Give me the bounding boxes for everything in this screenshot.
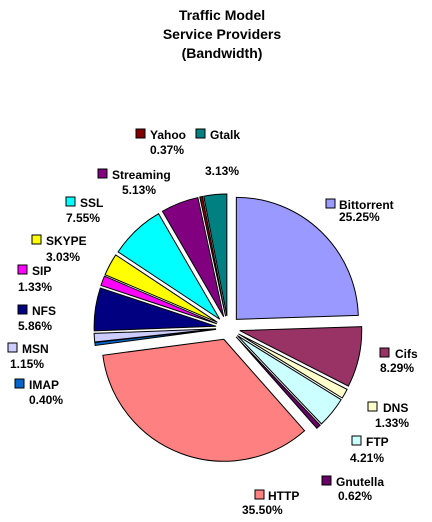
slice-label: Gtalk (210, 128, 240, 142)
pie-slice (100, 275, 217, 325)
legend-swatch (379, 347, 390, 358)
chart-title: Traffic Model (179, 7, 265, 23)
legend-swatch (7, 342, 18, 353)
legend-swatch (321, 475, 332, 486)
slice-label: Gnutella (336, 475, 384, 489)
pie-slice (239, 326, 363, 387)
pie-slice (236, 335, 342, 425)
legend-swatch (254, 489, 265, 500)
slice-label: DNS (383, 401, 408, 415)
legend-swatch (135, 128, 146, 139)
slice-value: 5.86% (18, 319, 52, 333)
chart-title: (Bandwidth) (182, 45, 263, 61)
slice-value: 1.15% (10, 357, 44, 371)
legend-swatch (14, 378, 25, 389)
slice-value: 7.55% (66, 211, 100, 225)
slice-value: 0.40% (29, 393, 63, 407)
slice-value: 3.03% (46, 250, 80, 264)
legend-swatch (351, 435, 362, 446)
slice-value: 0.37% (150, 143, 184, 157)
pie-slice (104, 254, 218, 323)
slice-value: 1.33% (375, 416, 409, 430)
slice-value: 8.29% (380, 361, 414, 375)
legend-swatch (31, 234, 42, 245)
slice-label: SKYPE (46, 234, 87, 248)
pie-slice (203, 193, 228, 317)
slice-label: SIP (32, 264, 51, 278)
slice-label: IMAP (29, 378, 59, 392)
slice-label: HTTP (268, 489, 299, 503)
legend-swatch (17, 264, 28, 275)
pie-slice (102, 338, 306, 462)
legend-swatch (367, 401, 378, 412)
pie-slice (199, 195, 227, 317)
pie-slice (238, 333, 348, 399)
slice-value: 4.21% (350, 451, 384, 465)
slice-value: 0.62% (338, 489, 372, 503)
slice-label: Bittorrent (339, 198, 394, 212)
pie-slice (93, 287, 217, 332)
slice-value: 1.33% (18, 280, 52, 294)
legend-swatch (65, 196, 76, 207)
legend-swatch (325, 198, 336, 209)
slice-value: 5.13% (122, 183, 156, 197)
legend-swatch (97, 168, 108, 179)
pie-slice (161, 196, 225, 318)
slice-value: 3.13% (205, 164, 239, 178)
legend-swatch (195, 128, 206, 139)
slice-label: Streaming (112, 168, 171, 182)
slice-value: 35.50% (242, 503, 283, 517)
slice-label: MSN (22, 342, 49, 356)
slice-label: SSL (80, 196, 103, 210)
pie-slice (93, 328, 217, 343)
slice-label: Cifs (395, 347, 418, 361)
chart-title: Service Providers (163, 26, 282, 42)
slice-label: FTP (366, 435, 389, 449)
pie-slice (94, 328, 217, 347)
pie-slice (117, 213, 221, 320)
slice-label: Yahoo (150, 128, 186, 142)
pie-slice (235, 336, 321, 429)
slice-label: NFS (32, 304, 56, 318)
slice-value: 25.25% (339, 210, 380, 224)
pie-slice (235, 196, 359, 320)
legend-swatch (17, 304, 28, 315)
